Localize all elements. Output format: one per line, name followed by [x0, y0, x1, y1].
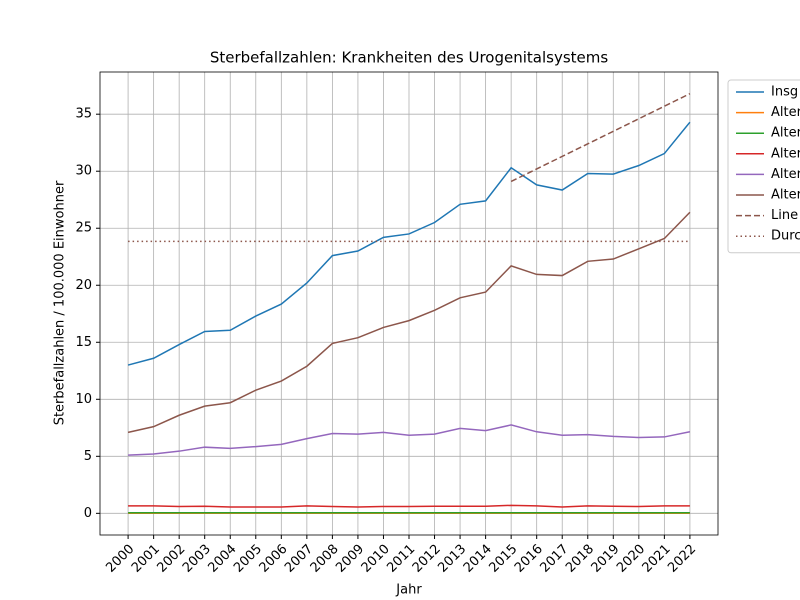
legend-label: Insg: [771, 85, 798, 100]
legend-label: Alter: [771, 105, 800, 120]
legend-label: Alter: [771, 188, 800, 203]
series-line: [128, 424, 691, 456]
x-tick-label: 2016: [512, 542, 546, 576]
x-tick-label: 2014: [461, 542, 495, 576]
x-tick-label: 2004: [206, 542, 240, 576]
legend-label: Line: [771, 208, 798, 223]
legend-box: [727, 79, 800, 254]
y-tick-label: 15: [75, 335, 92, 350]
x-tick-label: 2022: [665, 542, 699, 576]
chart-title: Sterbefallzahlen: Krankheiten des Urogen…: [210, 49, 609, 67]
series-line: [127, 121, 691, 366]
x-tick-label: 2007: [282, 542, 316, 576]
y-tick-label: 10: [75, 392, 92, 407]
x-tick-label: 2012: [410, 542, 444, 576]
series-line: [510, 92, 691, 183]
x-tick-label: 2006: [257, 542, 291, 576]
series-line: [127, 211, 691, 434]
y-axis-label: Sterbefallzahlen / 100.000 Einwohner: [53, 180, 68, 425]
x-tick-label: 2009: [333, 542, 367, 576]
x-tick-label: 2000: [103, 542, 137, 576]
legend-label: Durc: [771, 229, 800, 244]
y-tick-label: 30: [75, 164, 92, 179]
y-tick-label: 20: [75, 278, 92, 293]
x-tick-label: 2015: [486, 542, 520, 576]
series-line: [128, 504, 690, 508]
x-tick-label: 2019: [589, 542, 623, 576]
x-tick-label: 2001: [129, 542, 163, 576]
x-tick-label: 2020: [614, 542, 648, 576]
x-tick-label: 2021: [640, 542, 674, 576]
plot-frame: [99, 71, 719, 536]
y-tick-label: 25: [75, 221, 92, 236]
y-tick-label: 5: [84, 449, 92, 464]
x-tick-label: 2008: [308, 542, 342, 576]
x-tick-label: 2002: [154, 542, 188, 576]
legend-label: Alter: [771, 167, 800, 182]
y-tick-label: 0: [84, 506, 92, 521]
legend-label: Alter: [771, 126, 800, 141]
legend-label: Alter: [771, 146, 800, 161]
x-tick-label: 2017: [538, 542, 572, 576]
x-tick-label: 2013: [435, 542, 469, 576]
y-tick-label: 35: [75, 107, 92, 122]
x-tick-label: 2005: [231, 542, 265, 576]
x-axis-label: Jahr: [395, 583, 422, 598]
x-tick-label: 2003: [180, 542, 214, 576]
x-tick-label: 2010: [359, 542, 393, 576]
x-tick-label: 2018: [563, 542, 597, 576]
x-tick-label: 2011: [384, 542, 418, 576]
